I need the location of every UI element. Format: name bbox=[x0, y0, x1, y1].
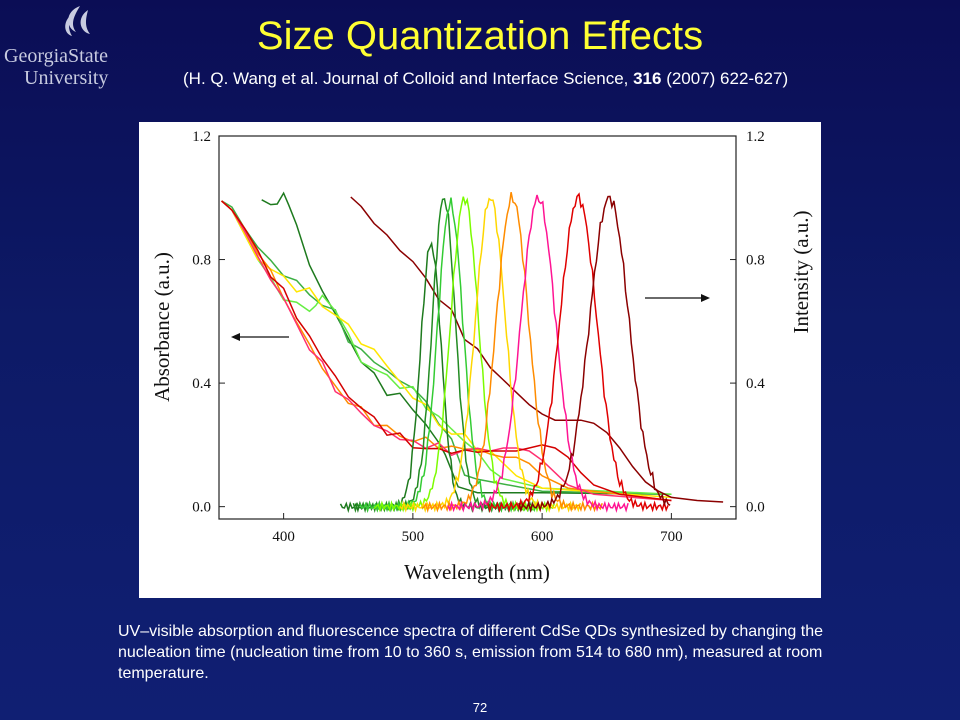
citation-text-before: (H. Q. Wang et al. Journal of Colloid an… bbox=[183, 69, 634, 88]
emission-curve bbox=[487, 192, 669, 514]
flame-icon bbox=[65, 6, 90, 36]
x-tick-label: 600 bbox=[531, 529, 554, 545]
x-tick-label: 400 bbox=[272, 529, 295, 545]
figure-caption: UV–visible absorption and fluorescence s… bbox=[118, 623, 823, 682]
emission-curve bbox=[421, 192, 603, 513]
absorption-curve bbox=[221, 200, 672, 502]
curves-group bbox=[221, 191, 724, 514]
citation: (H. Q. Wang et al. Journal of Colloid an… bbox=[183, 69, 788, 89]
emission-curve bbox=[518, 195, 671, 513]
x-axis-label: Wavelength (nm) bbox=[404, 560, 550, 584]
citation-volume: 316 bbox=[633, 69, 662, 88]
x-tick-label: 500 bbox=[402, 529, 425, 545]
citation-text-after: (2007) 622-627) bbox=[661, 69, 789, 88]
arrow-left-annotation bbox=[231, 333, 289, 341]
spectra-chart: 400 500 600 700 0.0 0.4 0.8 1.2 0.0 0.4 0.8 1.2 Wav… bbox=[150, 129, 813, 584]
georgia-state-logo: GeorgiaState University bbox=[4, 6, 108, 89]
logo-line2: University bbox=[24, 67, 108, 89]
y-tick-label-left: 0.0 bbox=[192, 500, 211, 516]
absorption-curve bbox=[221, 200, 672, 496]
y-tick-label-left: 0.4 bbox=[192, 376, 211, 392]
arrow-right-annotation bbox=[645, 294, 710, 302]
y-tick-label-right: 0.4 bbox=[746, 376, 765, 392]
emission-curve bbox=[447, 194, 629, 514]
ticks-group: 400 500 600 700 0.0 0.4 0.8 1.2 0.0 0.4 0.8 1.2 bbox=[192, 129, 765, 545]
slide-title: Size Quantization Effects bbox=[256, 14, 704, 58]
absorption-curve bbox=[221, 200, 672, 496]
page-number: 72 bbox=[472, 700, 488, 715]
plot-frame bbox=[218, 135, 737, 520]
absorption-curve bbox=[221, 200, 672, 502]
logo-line1: GeorgiaState bbox=[4, 45, 108, 67]
absorption-curve bbox=[350, 196, 724, 503]
x-tick-label: 700 bbox=[660, 529, 683, 545]
y-tick-label-right: 0.8 bbox=[746, 253, 765, 269]
y-tick-label-left: 1.2 bbox=[192, 129, 211, 145]
y-tick-label-right: 1.2 bbox=[746, 129, 765, 145]
y-tick-label-left: 0.8 bbox=[192, 253, 211, 269]
emission-curve bbox=[399, 197, 582, 513]
y-axis-label-left: Absorbance (a.u.) bbox=[150, 252, 174, 402]
figure-panel: 400 500 600 700 0.0 0.4 0.8 1.2 0.0 0.4 0.8 1.2 Wav… bbox=[139, 122, 821, 598]
absorption-curve bbox=[221, 200, 672, 502]
y-axis-label-right: Intensity (a.u.) bbox=[789, 210, 813, 333]
absorption-curve bbox=[221, 200, 672, 499]
y-tick-label-right: 0.0 bbox=[746, 500, 765, 516]
